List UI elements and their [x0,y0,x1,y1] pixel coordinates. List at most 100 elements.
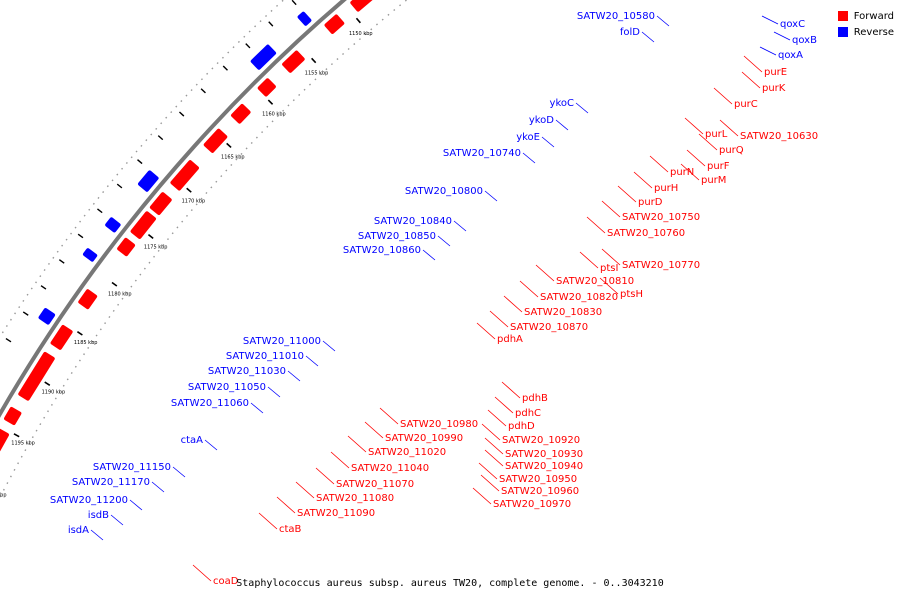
tick-label: 1155 kbp [305,70,329,76]
gene-label-forward: SATW20_10960 [501,486,579,497]
leader-line-reverse [322,340,336,352]
leader-line-forward [489,310,509,328]
tick-mark [44,381,51,386]
gene-label-reverse: SATW20_10840 [374,216,452,227]
gene-label-forward: purF [707,161,730,172]
outer-tick-mark [77,233,84,239]
reverse-swatch [837,27,848,37]
gene-label-forward: pdhA [497,334,523,345]
gene-label-forward: ptsI [600,263,618,274]
kbp-ticks: 1130 kbp1135 kbp1140 kbp1145 kbp1150 kbp… [0,0,373,499]
tick-mark [13,433,20,438]
leader-line-forward [743,55,763,73]
leader-line-forward [476,322,496,340]
leader-line-reverse [422,249,436,261]
gene-label-reverse: ykoE [516,132,540,143]
leader-line-reverse [575,102,589,114]
tick-label: 1175 kbp [144,244,168,250]
gene-label-forward: SATW20_11070 [336,479,414,490]
leader-line-forward [633,171,653,189]
gene-label-reverse: ykoC [550,98,574,109]
leader-line-forward [579,251,599,269]
reverse-gene [297,11,312,26]
gene-label-forward: SATW20_10930 [505,449,583,460]
legend-reverse: Reverse [837,24,894,40]
leader-line-reverse [522,152,536,164]
gene-label-forward: SATW20_10630 [740,131,818,142]
gene-label-reverse: SATW20_11030 [208,366,286,377]
gene-label-forward: SATW20_10770 [622,260,700,271]
forward-gene [78,289,98,310]
gene-features [0,0,375,452]
leader-line-reverse [641,31,655,43]
leader-line-forward [481,423,501,441]
outer-tick-mark [137,159,143,165]
leader-line-reverse [250,402,264,414]
backbone-line [0,0,348,418]
tick-mark [147,234,154,240]
gene-label-reverse: isdA [68,525,89,536]
leader-line-forward [519,280,539,298]
gene-label-forward: SATW20_10830 [524,307,602,318]
forward-gene [0,428,9,452]
gene-label-forward: ptsH [620,289,643,300]
legend-reverse-label: Reverse [853,26,894,38]
gene-label-forward: pdhD [508,421,535,432]
gene-label-reverse: qoxC [780,19,805,30]
gene-label-forward: ctaB [279,524,302,535]
tick-mark [111,281,118,287]
outer-tick-mark [178,111,185,117]
leader-line-forward [617,185,637,203]
tick-label: 1180 kbp [108,291,132,297]
leader-line-forward [494,396,514,414]
leader-line-reverse [287,370,301,382]
reverse-gene [82,248,98,262]
leader-line-reverse [172,466,186,478]
outer-tick-mark [268,21,274,27]
outer-tick-mark [97,208,103,214]
gene-label-reverse: SATW20_10800 [405,186,483,197]
leader-line-reverse [761,15,779,25]
legend-forward: Forward [837,8,894,24]
gene-label-reverse: SATW20_10860 [343,245,421,256]
leader-line-reverse [541,136,555,148]
reverse-gene [250,44,277,70]
leader-line-reverse [267,386,281,398]
leader-line-forward [295,481,315,499]
forward-gene [4,406,22,426]
tick-label: 1150 kbp [349,31,373,37]
gene-label-reverse: SATW20_11000 [243,336,321,347]
leader-line-forward [484,437,504,455]
reverse-gene [138,170,159,192]
gene-label-forward: coaD [213,576,239,587]
gene-label-forward: purD [638,197,663,208]
gene-label-reverse: SATW20_11010 [226,351,304,362]
outer-tick-mark [5,337,12,343]
gene-label-reverse: SATW20_11150 [93,462,171,473]
forward-gene [18,351,55,401]
gene-label-reverse: qoxA [778,50,803,61]
leader-line-forward [276,496,296,514]
leader-line-reverse [129,499,143,511]
leader-line-reverse [204,439,218,451]
leader-line-forward [478,462,498,480]
tick-label: 1165 kbp [221,154,245,160]
leader-line-reverse [110,514,124,526]
outer-tick-mark [291,0,297,6]
gene-label-forward: SATW20_10950 [499,474,577,485]
outer-tick-mark [200,88,206,94]
gene-label-reverse: SATW20_11060 [171,398,249,409]
forward-gene [117,237,136,257]
leader-line-reverse [305,355,319,367]
outer-tick-mark [116,183,123,189]
tick-mark [186,187,192,193]
outer-tick-mark [58,259,65,264]
leader-line-reverse [555,119,569,131]
gene-label-forward: pdhC [515,408,541,419]
gene-label-forward: purQ [719,145,744,156]
gene-label-forward: pdhB [522,393,548,404]
gene-label-forward: SATW20_11090 [297,508,375,519]
outer-tick-mark [157,135,164,141]
gene-label-forward: purK [762,83,786,94]
